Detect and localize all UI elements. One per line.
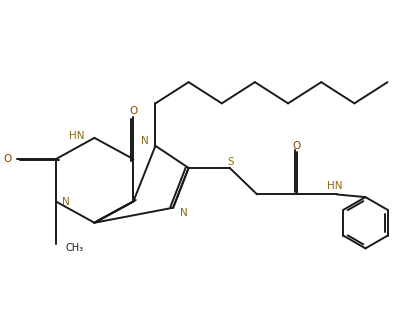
Text: N: N [141,135,148,146]
Text: HN: HN [327,181,342,192]
Text: O: O [293,141,301,151]
Text: S: S [227,157,234,167]
Text: CH₃: CH₃ [66,243,84,253]
Text: O: O [3,154,11,164]
Text: N: N [180,208,188,218]
Text: HN: HN [69,131,85,141]
Text: O: O [129,106,138,116]
Text: N: N [62,197,70,207]
